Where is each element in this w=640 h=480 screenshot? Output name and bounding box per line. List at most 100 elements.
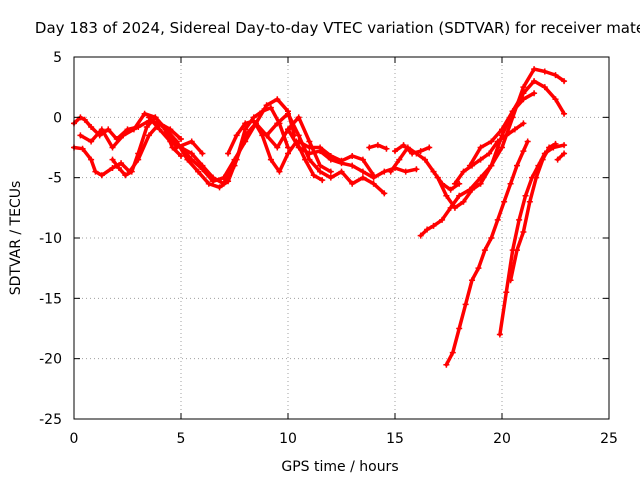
- y-tick-label: -25: [39, 412, 62, 428]
- data-point-plus: [295, 132, 302, 139]
- data-point-plus: [310, 172, 317, 179]
- data-point-plus: [267, 156, 274, 163]
- data-point-plus: [188, 138, 195, 145]
- data-point-plus: [561, 78, 568, 85]
- data-point-plus: [496, 331, 503, 338]
- data-point-plus: [295, 144, 302, 151]
- data-point-plus: [477, 144, 484, 151]
- data-point-plus: [145, 114, 152, 121]
- data-series-group: [71, 66, 568, 368]
- data-point-plus: [306, 150, 313, 157]
- data-point-plus: [205, 180, 212, 187]
- series-track-09: [263, 110, 388, 197]
- data-point-plus: [434, 174, 441, 181]
- data-point-plus: [128, 168, 135, 175]
- data-point-plus: [509, 108, 516, 115]
- data-point-plus: [259, 108, 266, 115]
- data-point-plus: [143, 123, 150, 130]
- data-point-plus: [552, 96, 559, 103]
- data-point-plus: [225, 150, 232, 157]
- data-point-plus: [488, 235, 495, 241]
- data-point-plus: [421, 156, 428, 163]
- data-point-plus: [122, 172, 129, 179]
- data-point-plus: [199, 150, 206, 157]
- data-point-plus: [349, 162, 356, 169]
- data-point-plus: [499, 126, 505, 133]
- data-point-plus: [381, 168, 388, 175]
- data-point-plus: [520, 148, 527, 155]
- data-point-plus: [267, 104, 274, 111]
- data-point-plus: [552, 72, 559, 79]
- data-point-plus: [120, 132, 127, 139]
- data-point-plus: [359, 156, 366, 163]
- x-tick-label: 25: [600, 431, 618, 447]
- data-point-plus: [92, 168, 99, 175]
- data-point-plus: [546, 144, 553, 151]
- data-point-plus: [366, 144, 373, 151]
- data-point-plus: [443, 192, 450, 199]
- y-axis-label: SDTVAR / TECUs: [8, 181, 24, 296]
- data-point-plus: [513, 247, 520, 254]
- data-point-plus: [451, 180, 458, 187]
- data-point-plus: [430, 168, 437, 175]
- series-line: [226, 119, 324, 182]
- series-track-14: [392, 142, 433, 157]
- data-point-plus: [242, 132, 249, 139]
- data-point-plus: [486, 150, 493, 157]
- data-point-plus: [338, 168, 345, 175]
- data-point-plus: [552, 140, 559, 147]
- series-line: [555, 151, 566, 162]
- data-point-plus: [359, 168, 366, 175]
- data-point-plus: [319, 177, 326, 184]
- data-point-plus: [285, 110, 291, 117]
- x-tick-label: 0: [70, 431, 79, 447]
- data-point-plus: [396, 156, 403, 163]
- data-point-plus: [167, 138, 174, 145]
- data-point-plus: [561, 150, 568, 157]
- data-point-plus: [539, 156, 546, 163]
- data-point-plus: [156, 126, 163, 133]
- data-point-plus: [460, 168, 467, 175]
- data-point-plus: [520, 228, 527, 235]
- data-point-plus: [327, 168, 334, 175]
- data-point-plus: [561, 142, 568, 149]
- data-point-plus: [524, 138, 531, 145]
- series-line: [264, 111, 387, 196]
- data-point-plus: [413, 166, 420, 173]
- data-point-plus: [443, 361, 450, 368]
- x-tick-label: 15: [386, 431, 404, 447]
- data-point-plus: [188, 150, 195, 157]
- y-tick-label: -20: [39, 352, 62, 368]
- data-point-plus: [511, 126, 518, 133]
- data-point-plus: [216, 184, 223, 191]
- data-point-plus: [145, 132, 152, 139]
- data-point-plus: [81, 116, 88, 123]
- data-point-plus: [531, 66, 538, 73]
- data-point-plus: [456, 325, 463, 332]
- data-point-plus: [199, 162, 206, 169]
- data-point-plus: [263, 102, 270, 109]
- data-point-plus: [526, 198, 533, 205]
- data-point-plus: [242, 126, 249, 133]
- data-point-plus: [118, 160, 125, 167]
- data-point-plus: [231, 162, 238, 169]
- data-point-plus: [531, 78, 538, 85]
- data-point-plus: [263, 132, 270, 139]
- series-track-16: [434, 78, 568, 211]
- data-point-plus: [349, 152, 356, 159]
- data-point-plus: [402, 168, 409, 175]
- data-point-plus: [381, 190, 388, 197]
- chart-title: Day 183 of 2024, Sidereal Day-to-day VTE…: [35, 19, 640, 37]
- data-point-plus: [317, 144, 324, 151]
- data-point-plus: [233, 132, 240, 139]
- x-tick-label: 20: [493, 431, 511, 447]
- data-point-plus: [488, 162, 495, 169]
- data-point-plus: [466, 162, 473, 169]
- data-point-plus: [79, 145, 86, 152]
- data-point-plus: [494, 216, 501, 223]
- data-point-plus: [426, 144, 433, 151]
- data-point-plus: [531, 90, 538, 97]
- series-line: [444, 139, 530, 367]
- data-point-plus: [276, 168, 283, 175]
